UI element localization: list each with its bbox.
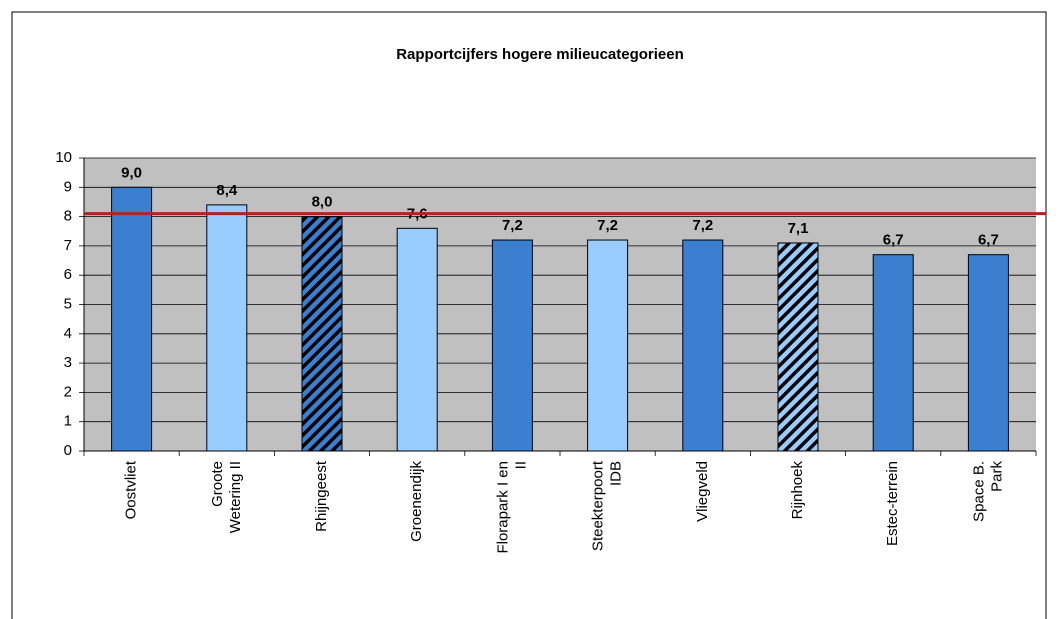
y-tick-label: 0 xyxy=(64,442,72,459)
x-tick-label: Vliegveld xyxy=(694,461,711,522)
bar xyxy=(872,254,914,452)
y-tick-label: 1 xyxy=(64,413,72,430)
y-tick-label: 5 xyxy=(64,295,72,312)
bar-hatch xyxy=(301,216,343,452)
chart-title: Rapportcijfers hogere milieucategorieen xyxy=(396,46,684,63)
x-tick-label: GrooteWetering II xyxy=(209,461,244,533)
bar xyxy=(682,239,724,452)
x-tick-label: Space B.Park xyxy=(970,461,1005,522)
bar xyxy=(396,227,438,452)
y-tick-label: 10 xyxy=(55,149,72,166)
value-label: 7,2 xyxy=(692,217,713,234)
value-label: 6,7 xyxy=(883,232,904,249)
bar xyxy=(491,239,533,452)
value-label: 7,2 xyxy=(597,217,618,234)
bar xyxy=(967,254,1009,452)
y-tick-label: 2 xyxy=(64,383,72,400)
x-tick-label: SteekterpoortIDB xyxy=(590,460,625,551)
value-label: 9,0 xyxy=(121,164,142,181)
value-label: 6,7 xyxy=(978,232,999,249)
bar xyxy=(111,186,153,452)
value-label: 7,2 xyxy=(502,217,523,234)
x-tick-label: Groenendijk xyxy=(408,461,425,542)
y-tick-label: 6 xyxy=(64,266,72,283)
y-tick-label: 7 xyxy=(64,237,72,254)
y-tick-label: 4 xyxy=(64,325,72,342)
x-tick-label: Rijnhoek xyxy=(789,461,806,520)
y-tick-label: 9 xyxy=(64,178,72,195)
y-tick-label: 8 xyxy=(64,208,72,225)
bar-hatch xyxy=(777,242,819,452)
bar xyxy=(206,204,248,452)
x-tick-label: Rhijngeest xyxy=(313,460,330,532)
bar xyxy=(587,239,629,452)
value-label: 8,4 xyxy=(216,182,238,199)
value-label: 8,0 xyxy=(312,194,333,211)
x-tick-label: Estec-terrein xyxy=(884,461,901,546)
chart-frame xyxy=(11,11,1047,619)
x-tick-label: Oostvliet xyxy=(123,460,140,519)
value-label: 7,1 xyxy=(788,220,809,237)
y-tick-label: 3 xyxy=(64,354,72,371)
x-tick-label: Florapark I enII xyxy=(494,461,529,554)
